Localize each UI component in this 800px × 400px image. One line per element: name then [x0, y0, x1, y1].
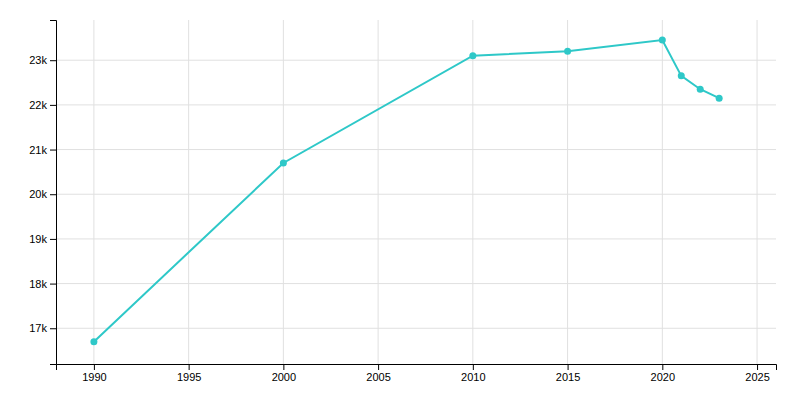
- y-tick-mark: [50, 239, 56, 240]
- y-tick: 19k: [29, 233, 56, 245]
- x-tick-label: 2000: [272, 371, 296, 383]
- grid-line-y: [56, 149, 776, 150]
- x-tick-label: 2005: [366, 371, 390, 383]
- x-tick-mark: [283, 364, 284, 370]
- y-tick-mark: [50, 150, 56, 151]
- y-tick-mark: [50, 194, 56, 195]
- point: [678, 72, 685, 79]
- y-tick-mark: [50, 105, 56, 106]
- y-tick: 21k: [29, 144, 56, 156]
- grid-line-y: [56, 283, 776, 284]
- point: [697, 86, 704, 93]
- grid-line-y: [56, 104, 776, 105]
- point: [716, 95, 723, 102]
- x-tick: 1990: [82, 364, 106, 383]
- y-tick-mark: [50, 60, 56, 61]
- point: [659, 37, 666, 44]
- x-tick: 2020: [651, 364, 675, 383]
- plot-area: 1990 1995 2000 2005 2010 2015 2020 2025 17k 18k 19…: [29, 20, 776, 383]
- y-axis-line: [50, 21, 57, 365]
- x-tick-label: 1990: [82, 371, 106, 383]
- x-tick-mark: [662, 364, 663, 370]
- point: [564, 48, 571, 55]
- line: [94, 40, 719, 342]
- grid-line-x: [378, 20, 379, 364]
- y-tick-mark: [50, 328, 56, 329]
- x-tick: 2005: [366, 364, 390, 383]
- grid-line-x: [567, 20, 568, 364]
- y-tick-label: 20k: [29, 188, 47, 200]
- x-tick: 2010: [461, 364, 485, 383]
- grid-line-x: [93, 20, 94, 364]
- point: [469, 52, 476, 59]
- y-tick-mark: [50, 284, 56, 285]
- y-tick-label: 23k: [29, 54, 47, 66]
- x-tick-label: 1995: [177, 371, 201, 383]
- x-tick-label: 2020: [651, 371, 675, 383]
- point: [90, 338, 97, 345]
- x-tick: 1995: [177, 364, 201, 383]
- x-tick-mark: [189, 364, 190, 370]
- point: [280, 159, 287, 166]
- grid: [56, 20, 776, 364]
- y-tick: 23k: [29, 54, 56, 66]
- y-tick: 18k: [29, 278, 56, 290]
- chart: 1990 1995 2000 2005 2010 2015 2020 2025 17k 18k 19…: [0, 0, 800, 400]
- y-tick-label: 17k: [29, 322, 47, 334]
- y-tick-label: 19k: [29, 233, 47, 245]
- grid-line-x: [757, 20, 758, 364]
- marks: [90, 37, 722, 346]
- x-tick-label: 2025: [745, 371, 769, 383]
- grid-line-x: [188, 20, 189, 364]
- y-tick: 20k: [29, 188, 56, 200]
- y-axis: 17k 18k 19k 20k 21k 22k 23k: [29, 21, 56, 365]
- grid-line-x: [662, 20, 663, 364]
- y-tick: 22k: [29, 99, 56, 111]
- x-tick-mark: [757, 364, 758, 370]
- grid-line-y: [56, 238, 776, 239]
- grid-line-y: [56, 194, 776, 195]
- grid-line-x: [283, 20, 284, 364]
- x-axis-line: [57, 365, 777, 371]
- x-tick-label: 2015: [556, 371, 580, 383]
- y-tick: 17k: [29, 322, 56, 334]
- x-tick: 2015: [556, 364, 580, 383]
- x-tick: 2025: [745, 364, 769, 383]
- x-tick-mark: [94, 364, 95, 370]
- x-tick: 2000: [272, 364, 296, 383]
- y-tick-label: 18k: [29, 278, 47, 290]
- y-tick-label: 21k: [29, 144, 47, 156]
- grid-line-x: [472, 20, 473, 364]
- x-tick-mark: [473, 364, 474, 370]
- grid-line-y: [56, 328, 776, 329]
- x-axis: 1990 1995 2000 2005 2010 2015 2020 2025: [57, 364, 777, 383]
- y-tick-label: 22k: [29, 99, 47, 111]
- grid-line-y: [56, 60, 776, 61]
- x-tick-mark: [568, 364, 569, 370]
- x-tick-mark: [378, 364, 379, 370]
- x-tick-label: 2010: [461, 371, 485, 383]
